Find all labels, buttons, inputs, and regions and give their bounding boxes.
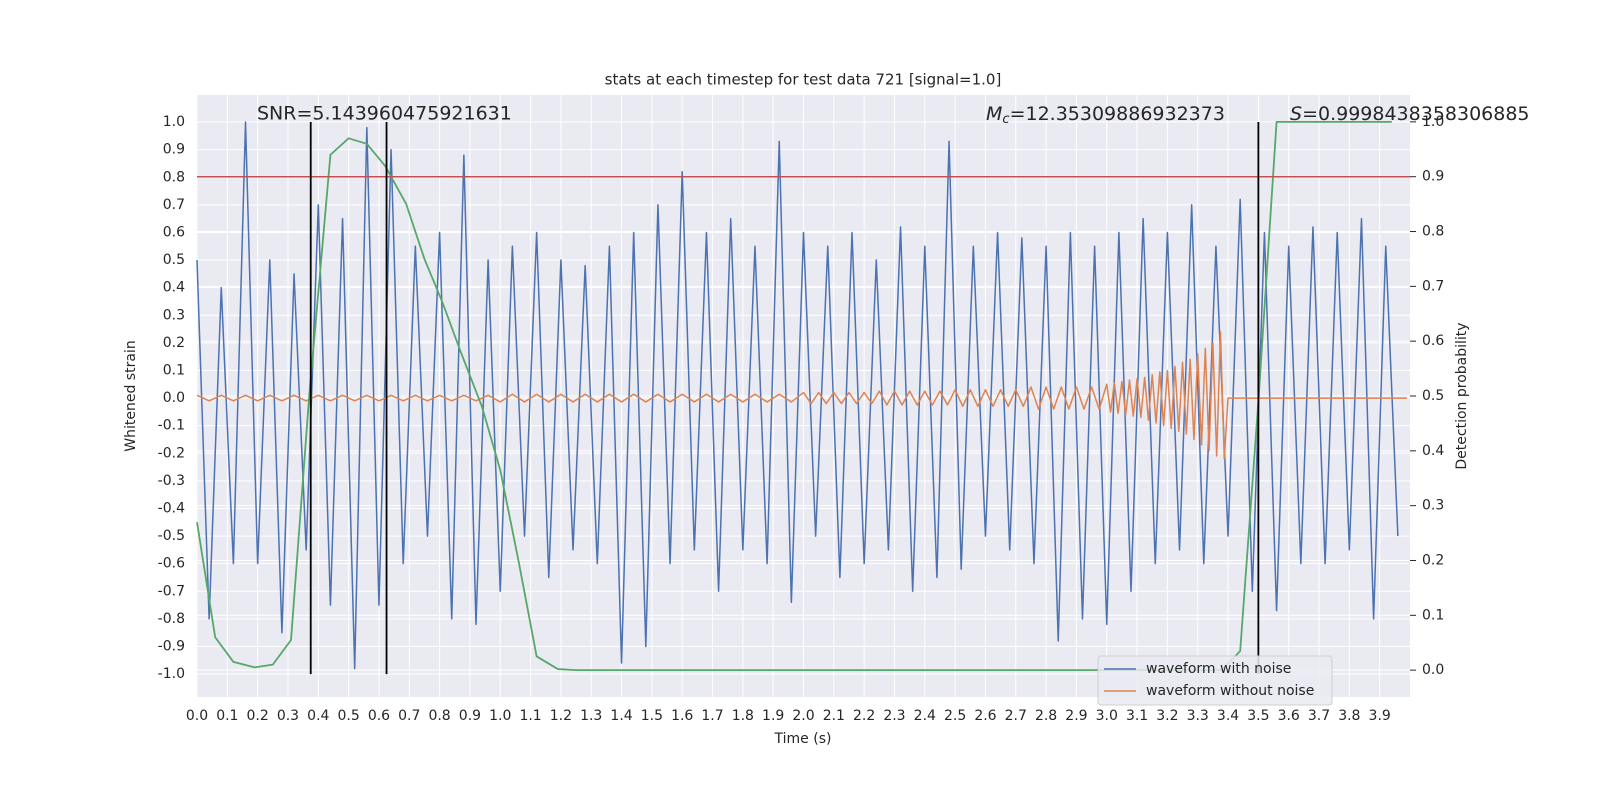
x-tick-label: 2.8 bbox=[1035, 708, 1057, 724]
y-tick-label: 0.1 bbox=[163, 362, 185, 378]
y2-axis-label: Detection probability bbox=[1454, 322, 1470, 469]
series-line bbox=[196, 121, 1399, 670]
y-axis-label: Whitened strain bbox=[123, 340, 139, 451]
y-tick-label: -0.1 bbox=[158, 418, 185, 434]
y-tick-label: 0.7 bbox=[163, 197, 185, 213]
x-tick-label: 0.6 bbox=[368, 708, 390, 724]
annotation: S=0.9998438358306885 bbox=[1290, 103, 1530, 125]
x-tick-label: 2.4 bbox=[914, 708, 936, 724]
x-tick-label: 2.5 bbox=[944, 708, 966, 724]
x-tick-label: 3.3 bbox=[1187, 708, 1209, 724]
x-tick-label: 3.1 bbox=[1126, 708, 1148, 724]
annotation: Mc=12.35309886932373 bbox=[986, 103, 1225, 127]
series-line bbox=[196, 331, 1407, 460]
y2-tick-label: 0.4 bbox=[1422, 443, 1444, 459]
x-axis-label: Time (s) bbox=[774, 731, 832, 747]
y-tick-label: 0.9 bbox=[163, 142, 185, 158]
legend-label: waveform with noise bbox=[1146, 661, 1291, 677]
overlay bbox=[197, 122, 1410, 675]
y2-tick-label: 1.0 bbox=[1422, 114, 1444, 130]
x-tick-label: 3.4 bbox=[1217, 708, 1239, 724]
annotation-value: =12.35309886932373 bbox=[1010, 103, 1225, 125]
annotation-symbol: S bbox=[1290, 103, 1302, 125]
x-tick-label: 2.9 bbox=[1065, 708, 1087, 724]
annotation-symbol: M bbox=[986, 103, 1002, 125]
x-tick-label: 3.7 bbox=[1308, 708, 1330, 724]
y-tick-label: -0.7 bbox=[158, 583, 185, 599]
y-tick-label: -0.5 bbox=[158, 528, 185, 544]
legend: waveform with noise waveform without nois… bbox=[1097, 655, 1333, 706]
x-tick-label: 0.1 bbox=[216, 708, 238, 724]
x-tick-label: 1.4 bbox=[610, 708, 632, 724]
x-tick-label: 1.9 bbox=[762, 708, 784, 724]
x-tick-label: 3.6 bbox=[1278, 708, 1300, 724]
x-tick-label: 3.0 bbox=[1096, 708, 1118, 724]
y-tick-label: -0.6 bbox=[158, 556, 185, 572]
x-tick-label: 1.1 bbox=[519, 708, 541, 724]
x-tick-label: 0.7 bbox=[398, 708, 420, 724]
x-tick-label: 2.3 bbox=[883, 708, 905, 724]
y2-tick-label: 0.7 bbox=[1422, 278, 1444, 294]
y-tick-label: -0.3 bbox=[158, 473, 185, 489]
x-tick-label: 2.2 bbox=[853, 708, 875, 724]
legend-label: waveform without noise bbox=[1146, 683, 1314, 699]
x-tick-label: 0.0 bbox=[186, 708, 208, 724]
annotation: SNR=5.143960475921631 bbox=[257, 103, 512, 125]
annotation-subscript: c bbox=[1002, 112, 1009, 127]
y-tick-label: -0.9 bbox=[158, 638, 185, 654]
chart-title: stats at each timestep for test data 721… bbox=[605, 71, 1002, 89]
x-tick-label: 2.0 bbox=[792, 708, 814, 724]
y2-tick-label: 0.1 bbox=[1422, 607, 1444, 623]
x-tick-label: 2.6 bbox=[974, 708, 996, 724]
x-tick-label: 0.5 bbox=[337, 708, 359, 724]
y2-tick-label: 0.3 bbox=[1422, 498, 1444, 514]
x-tick-label: 1.3 bbox=[580, 708, 602, 724]
x-tick-label: 2.1 bbox=[823, 708, 845, 724]
y2-tick-label: 0.9 bbox=[1422, 169, 1444, 185]
x-tick-label: 0.3 bbox=[277, 708, 299, 724]
y-tick-label: 0.6 bbox=[163, 224, 185, 240]
x-tick-label: 1.8 bbox=[732, 708, 754, 724]
x-tick-label: 3.9 bbox=[1369, 708, 1391, 724]
y-tick-label: 0.5 bbox=[163, 252, 185, 268]
x-tick-label: 1.6 bbox=[671, 708, 693, 724]
x-tick-label: 3.5 bbox=[1247, 708, 1269, 724]
y-tick-label: -1.0 bbox=[158, 666, 185, 682]
x-tick-label: 1.5 bbox=[641, 708, 663, 724]
y-tick-label: 0.0 bbox=[163, 390, 185, 406]
x-tick-label: 1.2 bbox=[550, 708, 572, 724]
y-tick-label: 0.8 bbox=[163, 169, 185, 185]
y2-tick-label: 0.6 bbox=[1422, 333, 1444, 349]
x-tick-label: 3.2 bbox=[1156, 708, 1178, 724]
x-tick-label: 1.7 bbox=[701, 708, 723, 724]
legend-box bbox=[1097, 655, 1333, 706]
x-tick-label: 0.2 bbox=[247, 708, 269, 724]
y-tick-label: -0.8 bbox=[158, 611, 185, 627]
y2-tick-label: 0.2 bbox=[1422, 552, 1444, 568]
x-tick-label: 0.4 bbox=[307, 708, 329, 724]
y-tick-label: 0.4 bbox=[163, 280, 185, 296]
y2-tick-label: 0.5 bbox=[1422, 388, 1444, 404]
y-tick-label: 1.0 bbox=[163, 114, 185, 130]
x-tick-label: 3.8 bbox=[1338, 708, 1360, 724]
y-tick-label: 0.2 bbox=[163, 335, 185, 351]
y2-tick-label: 0.0 bbox=[1422, 662, 1444, 678]
x-tick-label: 0.9 bbox=[459, 708, 481, 724]
x-tick-label: 1.0 bbox=[489, 708, 511, 724]
y2-tick-label: 0.8 bbox=[1422, 224, 1444, 240]
x-tick-label: 0.8 bbox=[428, 708, 450, 724]
y-tick-label: -0.4 bbox=[158, 500, 185, 516]
x-tick-label: 2.7 bbox=[1005, 708, 1027, 724]
annotation-value: =0.9998438358306885 bbox=[1302, 103, 1529, 125]
y-tick-label: 0.3 bbox=[163, 307, 185, 323]
y-tick-label: -0.2 bbox=[158, 445, 185, 461]
